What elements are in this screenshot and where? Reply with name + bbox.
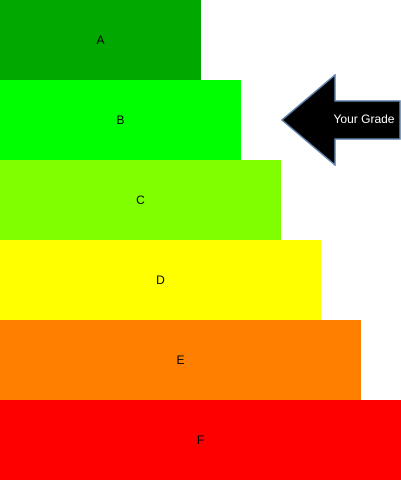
grade-bar-e: E — [0, 320, 361, 400]
grade-label-e: E — [176, 353, 185, 367]
grade-label-d: D — [156, 273, 165, 287]
grade-bar-a: A — [0, 0, 201, 80]
grade-label-a: A — [96, 33, 105, 47]
grade-bar-c: C — [0, 160, 281, 240]
grade-label-c: C — [136, 193, 145, 207]
your-grade-pointer: Your Grade — [281, 74, 401, 166]
grade-bar-d: D — [0, 240, 321, 320]
grade-bar-f: F — [0, 400, 401, 480]
left-arrow-icon — [281, 74, 401, 166]
grade-label-f: F — [196, 433, 205, 447]
arrow-shape — [281, 74, 401, 166]
grade-label-b: B — [116, 113, 125, 127]
your-grade-label: Your Grade — [333, 112, 395, 126]
grade-bar-b: B — [0, 80, 241, 160]
